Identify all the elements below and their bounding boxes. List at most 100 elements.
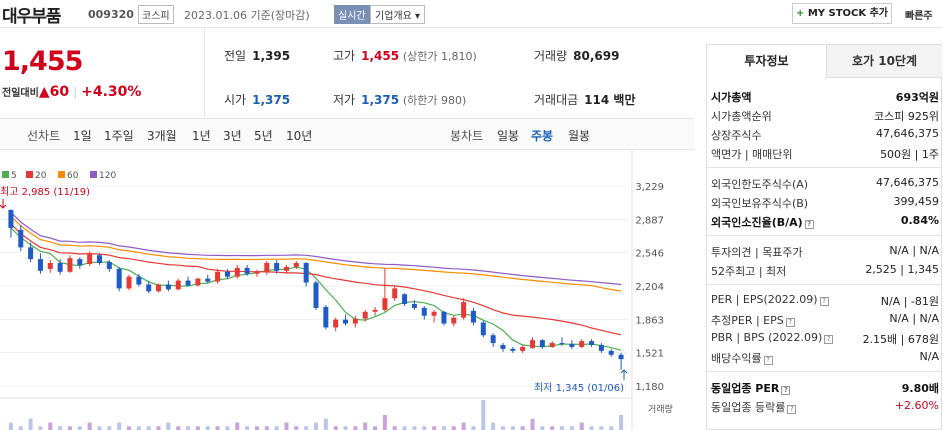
period-3m[interactable]: 3개월 bbox=[147, 129, 177, 143]
candle bbox=[598, 345, 604, 351]
invest-row-value: N/A | N/A bbox=[889, 312, 939, 325]
volume-bar bbox=[28, 418, 33, 430]
volume-bar bbox=[18, 426, 23, 430]
legend-ma5: 5 bbox=[2, 171, 17, 181]
candle bbox=[323, 306, 329, 328]
invest-row-label: 동일업종 등락률? bbox=[711, 399, 797, 415]
help-icon[interactable]: ? bbox=[763, 356, 773, 365]
add-mystock-button[interactable]: + MY STOCK 추가 bbox=[792, 3, 892, 24]
candle bbox=[37, 259, 43, 271]
candle bbox=[490, 335, 496, 344]
invest-row: 외국인보유주식수(B) 399,459 bbox=[711, 193, 939, 211]
candle bbox=[618, 354, 624, 360]
candle bbox=[510, 348, 516, 351]
candle bbox=[303, 263, 309, 283]
invest-row-value: 9.80배 bbox=[901, 382, 939, 395]
volume-bar bbox=[550, 426, 555, 430]
invest-row-value: 399,459 bbox=[893, 195, 940, 208]
invest-row-label: 액면가 | 매매단위 bbox=[711, 148, 793, 161]
invest-row-value: 2,525 | 1,345 bbox=[865, 263, 939, 276]
volume-bar bbox=[599, 426, 604, 430]
date-label: 2023.01.06 기준(장마감) bbox=[184, 9, 310, 22]
add-mystock-label: MY STOCK 추가 bbox=[807, 8, 889, 19]
invest-row: 외국인한도주식수(A) 47,646,375 bbox=[711, 174, 939, 192]
volume-bar bbox=[304, 426, 309, 430]
volume-bar bbox=[323, 418, 328, 430]
period-3y[interactable]: 3년 bbox=[223, 129, 242, 143]
invest-row: 외국인소진율(B/A)? 0.84% bbox=[711, 212, 939, 230]
candle bbox=[392, 288, 398, 299]
candle bbox=[372, 309, 378, 312]
line-chart-title: 선차트 bbox=[27, 129, 61, 143]
legend-swatch bbox=[26, 171, 33, 178]
stock-name: 대우부품 bbox=[2, 7, 62, 27]
volume-bar bbox=[195, 426, 200, 430]
volume-bar bbox=[402, 426, 407, 430]
candle bbox=[165, 284, 171, 290]
help-icon[interactable]: ? bbox=[787, 405, 797, 414]
invest-row-value: 코스피 925위 bbox=[874, 110, 939, 123]
volume-bar bbox=[422, 426, 427, 430]
invest-row-label: 투자의견 | 목표주가 bbox=[711, 246, 803, 259]
volume-bar bbox=[87, 422, 92, 430]
candle bbox=[47, 263, 53, 269]
min-price-label: 최저 1,345 (01/06) bbox=[534, 382, 624, 394]
invest-row-label: 외국인보유주식수(B) bbox=[711, 197, 809, 210]
invest-row: 동일업종 PER? 9.80배 bbox=[711, 378, 939, 396]
candle bbox=[215, 271, 221, 282]
volume-bar bbox=[451, 426, 456, 430]
period-10y[interactable]: 10년 bbox=[286, 129, 313, 143]
invest-row-label: 상장주식수 bbox=[711, 129, 762, 142]
live-button[interactable]: 실시간 bbox=[334, 5, 370, 24]
help-icon[interactable]: ? bbox=[781, 386, 791, 395]
invest-row-value: 693억원 bbox=[895, 91, 939, 104]
invest-row-label: PBR | BPS (2022.09)? bbox=[711, 331, 834, 344]
tab-orderbook[interactable]: 호가 10단계 bbox=[826, 45, 942, 78]
y-tick-label: 2,204 bbox=[635, 282, 664, 293]
current-price: 1,455 bbox=[2, 46, 83, 77]
help-icon[interactable]: ? bbox=[804, 220, 814, 229]
candle bbox=[539, 340, 545, 347]
invest-row-value: N/A | -81원 bbox=[880, 295, 939, 308]
volume: 거래량 80,699 bbox=[534, 49, 620, 63]
invest-row: 추정PER | EPS? N/A | N/A bbox=[711, 310, 939, 328]
y-tick-label: 2,887 bbox=[635, 215, 664, 226]
candle-daily[interactable]: 일봉 bbox=[497, 129, 520, 143]
y-tick-label: 2,546 bbox=[635, 249, 664, 260]
period-5y[interactable]: 5년 bbox=[254, 129, 273, 143]
fast-order-button[interactable]: 빠른주 bbox=[905, 11, 933, 22]
plus-icon: + bbox=[795, 8, 805, 19]
candle bbox=[18, 229, 24, 248]
price-box: 1,455 전일대비▲60 | +4.30% bbox=[0, 28, 205, 118]
divider bbox=[707, 371, 941, 372]
invest-row-label: 동일업종 PER? bbox=[711, 380, 791, 396]
candle bbox=[431, 311, 437, 316]
volume-label: 거래량 bbox=[648, 403, 673, 415]
help-icon[interactable]: ? bbox=[819, 297, 829, 306]
period-1w[interactable]: 1주일 bbox=[104, 129, 134, 143]
invest-row-value: +2.60% bbox=[894, 399, 939, 412]
invest-row-label: 외국인한도주식수(A) bbox=[711, 178, 809, 191]
help-icon[interactable]: ? bbox=[785, 318, 795, 327]
volume-bar bbox=[353, 426, 358, 430]
tab-invest-info[interactable]: 투자정보 bbox=[707, 45, 826, 78]
invest-row-label: 시가총액 bbox=[711, 91, 752, 104]
invest-row: 액면가 | 매매단위 500원 | 1주 bbox=[711, 144, 939, 162]
help-icon[interactable]: ? bbox=[824, 335, 834, 344]
volume-bar bbox=[609, 426, 614, 430]
ma60-line bbox=[10, 215, 622, 292]
volume-bar bbox=[461, 422, 466, 430]
stock-header: 대우부품 009320 코스피 2023.01.06 기준(장마감) 실시간 기… bbox=[0, 0, 943, 28]
volume-bar bbox=[107, 426, 112, 430]
invest-row-label: 52주최고 | 최저 bbox=[711, 265, 787, 278]
candle-monthly[interactable]: 월봉 bbox=[568, 129, 591, 143]
invest-row-value: 0.84% bbox=[900, 214, 939, 227]
period-1d[interactable]: 1일 bbox=[73, 129, 92, 143]
invest-info-panel: 투자정보 호가 10단계 시가총액 693억원 시가총액순위 코스피 925위 상장주식… bbox=[706, 44, 942, 430]
company-info-button[interactable]: 기업개요 ▾ bbox=[370, 5, 425, 24]
candle-weekly[interactable]: 주봉 bbox=[531, 129, 554, 143]
change-value: ▲60 bbox=[38, 84, 70, 100]
period-1y[interactable]: 1년 bbox=[192, 129, 211, 143]
volume-bar bbox=[235, 422, 240, 430]
volume-bar bbox=[225, 426, 230, 430]
